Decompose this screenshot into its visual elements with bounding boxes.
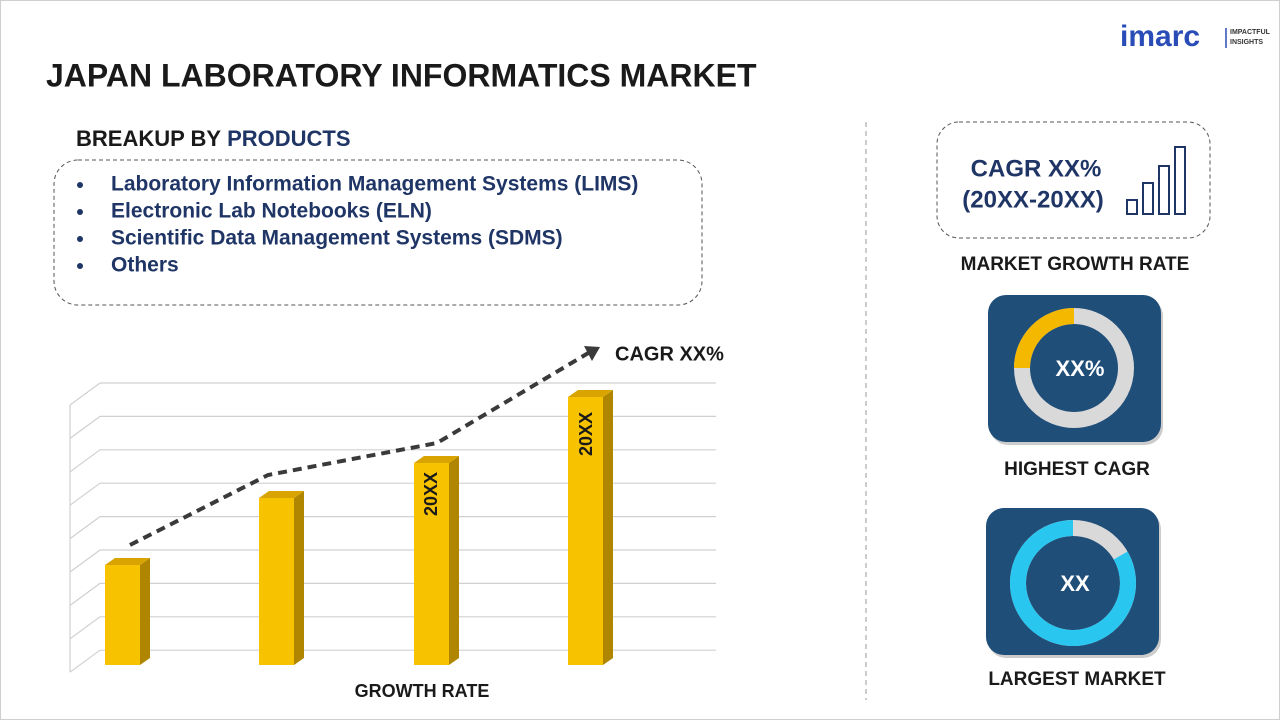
growth-period: (20XX-20XX) xyxy=(962,186,1103,213)
breakup-highlight: PRODUCTS xyxy=(227,126,350,151)
cagr-caption: HIGHEST CAGR xyxy=(1004,459,1150,480)
grid-line xyxy=(69,415,101,439)
trend-arrow xyxy=(129,350,592,547)
grid-line xyxy=(69,449,101,473)
bullet xyxy=(77,236,83,242)
grid-line xyxy=(69,649,101,673)
bar-label: 20XX xyxy=(576,412,596,456)
cagr-value: XX% xyxy=(1056,356,1105,381)
brand-tagline: IMPACTFUL xyxy=(1230,29,1271,36)
donut-segment xyxy=(1014,308,1075,369)
breakup-item: Others xyxy=(111,254,179,277)
brand-tagline: INSIGHTS xyxy=(1230,39,1263,46)
growth-caption: MARKET GROWTH RATE xyxy=(961,254,1190,275)
breakup-item: Laboratory Information Management System… xyxy=(111,173,638,196)
bar-front xyxy=(568,397,603,665)
breakup-label: BREAKUP BY xyxy=(76,126,221,151)
grid-line xyxy=(69,516,101,540)
grid-line xyxy=(69,582,101,606)
market-value: XX xyxy=(1060,571,1090,596)
bar-side xyxy=(294,491,304,665)
growth-box xyxy=(936,121,1211,239)
bar-front xyxy=(105,565,140,665)
bar-front xyxy=(259,498,294,665)
bar-side xyxy=(603,390,613,665)
title: JAPAN LABORATORY INFORMATICS MARKET xyxy=(46,57,757,93)
grid-line xyxy=(69,549,101,573)
bullet xyxy=(77,209,83,215)
bar-top xyxy=(414,456,459,463)
breakup-list: Laboratory Information Management System… xyxy=(77,173,638,277)
chart-grid xyxy=(69,382,716,673)
logo: imarc IMPACTFUL INSIGHTS xyxy=(1120,20,1271,53)
breakup-heading: BREAKUP BY PRODUCTS xyxy=(76,126,351,151)
bar-label: 20XX xyxy=(421,472,441,516)
chart-cagr: CAGR XX% xyxy=(615,343,724,365)
bar-side xyxy=(140,558,150,665)
arrow-head xyxy=(584,346,600,361)
brand-name: imarc xyxy=(1120,20,1200,53)
breakup-item: Scientific Data Management Systems (SDMS… xyxy=(111,227,563,250)
grid-line xyxy=(69,382,101,406)
bar-top xyxy=(568,390,613,397)
grid-line xyxy=(69,616,101,640)
bars xyxy=(105,390,613,665)
grid-line xyxy=(69,482,101,506)
bar-front xyxy=(414,463,449,665)
breakup-item: Electronic Lab Notebooks (ELN) xyxy=(111,200,432,223)
bullet xyxy=(77,263,83,269)
breakup-box xyxy=(53,159,703,306)
bar-icon xyxy=(1126,146,1186,215)
bullet xyxy=(77,182,83,188)
chart-caption: GROWTH RATE xyxy=(355,681,490,701)
bar-top xyxy=(259,491,304,498)
donut-segment xyxy=(1009,520,1136,646)
market-caption: LARGEST MARKET xyxy=(988,669,1166,690)
growth-cagr: CAGR XX% xyxy=(971,155,1102,182)
bar-side xyxy=(449,456,459,665)
bar-top xyxy=(105,558,150,565)
